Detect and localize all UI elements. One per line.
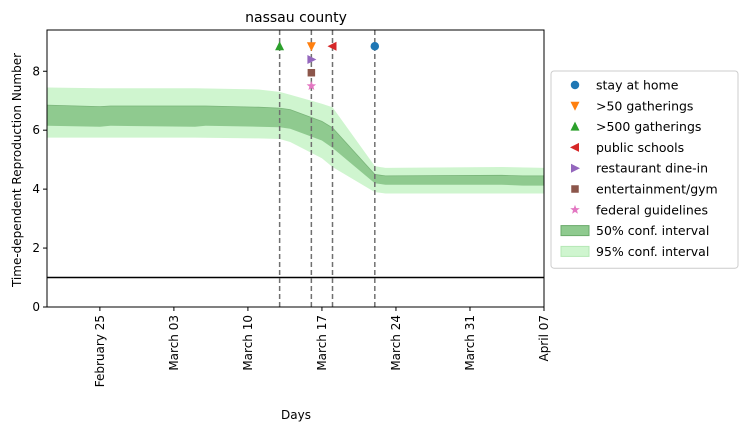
x-tick-label: March 17 [315,315,329,371]
legend: stay at home >50 gatherings >500 gathering… [550,70,739,269]
plot-frame [46,29,545,308]
ci50-band [47,105,544,186]
legend-label: >50 gatherings [596,98,693,113]
legend-label: public schools [596,140,684,155]
intervention-marker [370,41,380,51]
intervention-marker [307,68,316,77]
y-tick-label: 0 [32,300,40,314]
intervention-marker [306,81,317,90]
x-tick-label: March 10 [241,315,255,371]
legend-label: entertainment/gym [596,182,718,197]
x-tick-label: March 03 [167,315,181,371]
x-tick-label: April 07 [537,315,551,362]
intervention-marker [307,55,317,64]
x-axis-label: Days [281,408,311,422]
legend-marker [571,163,580,173]
chart-title: nassau county [245,10,347,26]
legend-marker [570,121,580,131]
ci50-upper-edge [46,104,544,177]
legend-marker [570,101,580,111]
legend-marker [570,80,580,90]
y-tick-label: 2 [32,241,40,255]
legend-ci95-swatch [560,245,590,257]
x-tick-label: March 31 [463,315,477,371]
legend-label: 95% conf. interval [596,244,709,259]
y-axis-label: Time-dependent Reproduction Number [10,53,24,288]
legend-label: stay at home [596,78,679,93]
legend-label: 50% conf. interval [596,223,709,238]
plot-area: 0 2 4 6 8 February 25 March 03 March 10 March 17… [32,29,551,387]
y-tick-label: 4 [32,182,40,196]
legend-label: >500 gatherings [596,119,701,134]
legend-label: federal guidelines [596,202,708,217]
y-tick-label: 6 [32,123,40,137]
x-tick-label: February 25 [93,315,107,387]
legend-marker [571,185,579,193]
legend-marker [570,142,579,152]
legend-box [550,70,739,269]
legend-label: restaurant dine-in [596,161,708,176]
legend-ci50-swatch [560,225,590,237]
intervention-marker [327,41,337,51]
legend-marker [570,204,580,214]
intervention-marker [275,41,285,51]
intervention-marker [306,42,316,52]
x-tick-label: March 24 [389,315,403,371]
y-tick-label: 8 [32,64,40,78]
